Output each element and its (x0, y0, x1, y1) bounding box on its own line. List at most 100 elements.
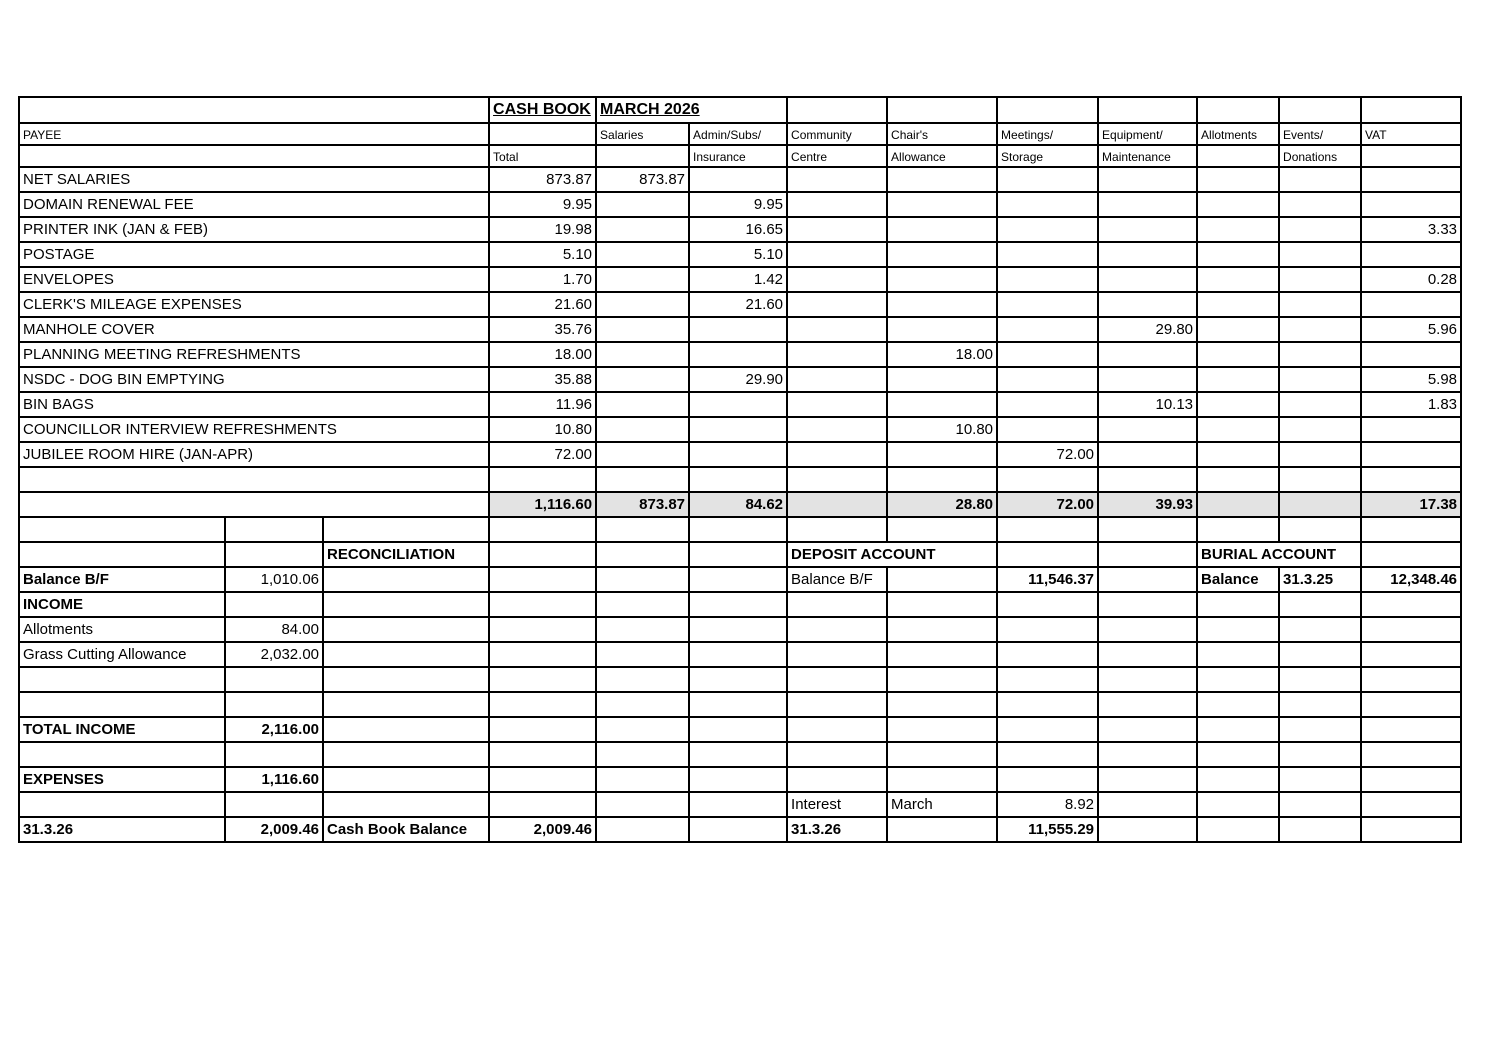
table-row: COUNCILLOR INTERVIEW REFRESHMENTS 10.80 10… (17, 416, 1463, 443)
reconciliation-cell (688, 666, 789, 693)
amount-cell (996, 466, 1100, 493)
amount-cell (786, 441, 889, 468)
reconciliation-cell (1097, 541, 1199, 568)
title-row: CASH BOOK MARCH 2026 (17, 96, 1463, 124)
column-header: Allowance (886, 144, 999, 168)
amount-cell (688, 316, 789, 343)
reconciliation-cell: 2,116.00 (224, 716, 324, 743)
amount-cell (1278, 241, 1363, 268)
amount-cell: 9.95 (488, 191, 598, 218)
reconciliation-cell (1196, 666, 1281, 693)
reconciliation-cell (688, 741, 789, 768)
reconciliation-cell (786, 641, 889, 668)
amount-cell (786, 241, 889, 268)
amount-cell (786, 216, 889, 243)
payee-cell: POSTAGE (17, 241, 491, 268)
amount-cell (1196, 341, 1281, 368)
amount-cell (1360, 291, 1463, 318)
column-header: Insurance (688, 144, 789, 168)
column-header-row: PAYEE Salaries Admin/Subs/Community Chair's… (17, 122, 1463, 146)
amount-cell (996, 241, 1100, 268)
reconciliation-cell: DEPOSIT ACCOUNT (786, 541, 999, 568)
amount-cell (886, 191, 999, 218)
amount-cell (886, 166, 999, 193)
reconciliation-row: TOTAL INCOME 2,116.00 (18, 716, 1463, 743)
reconciliation-cell (786, 766, 889, 793)
total-cell (1196, 491, 1281, 518)
reconciliation-cell (886, 716, 999, 743)
reconciliation-cell: 12,348.46 (1360, 566, 1463, 593)
reconciliation-cell (996, 666, 1100, 693)
reconciliation-cell (18, 516, 226, 543)
table-row: ENVELOPES 1.70 1.42 0.28 (17, 266, 1463, 293)
table-row: NET SALARIES 873.87 873.87 (17, 166, 1463, 193)
reconciliation-cell (595, 791, 691, 818)
cell (1196, 96, 1281, 124)
reconciliation-cell (1097, 616, 1199, 643)
reconciliation-cell (595, 816, 691, 843)
amount-cell: 5.96 (1360, 316, 1463, 343)
column-header: Chair's (886, 122, 999, 146)
reconciliation-cell: Balance (1196, 566, 1281, 593)
reconciliation-cell (1278, 791, 1363, 818)
payee-cell: CLERK'S MILEAGE EXPENSES (17, 291, 491, 318)
column-header (1360, 144, 1463, 168)
amount-cell: 3.33 (1360, 216, 1463, 243)
reconciliation-cell (1360, 666, 1463, 693)
reconciliation-cell (996, 766, 1100, 793)
amount-cell (1196, 166, 1281, 193)
reconciliation-cell (786, 741, 889, 768)
reconciliation-cell (996, 516, 1100, 543)
amount-cell: 72.00 (996, 441, 1100, 468)
column-header: Events/ (1278, 122, 1363, 146)
payee-cell: PLANNING MEETING REFRESHMENTS (17, 341, 491, 368)
amount-cell (1278, 466, 1363, 493)
amount-cell (1278, 291, 1363, 318)
amount-cell: 1.70 (488, 266, 598, 293)
reconciliation-cell (1278, 691, 1363, 718)
reconciliation-cell (1360, 741, 1463, 768)
reconciliation-cell (1196, 616, 1281, 643)
column-header: Allotments (1196, 122, 1281, 146)
reconciliation-cell (1097, 566, 1199, 593)
amount-cell: 21.60 (488, 291, 598, 318)
column-header: Community (786, 122, 889, 146)
reconciliation-cell (786, 516, 889, 543)
amount-cell (786, 416, 889, 443)
amount-cell (786, 316, 889, 343)
reconciliation-cell (886, 816, 999, 843)
amount-cell (595, 391, 691, 418)
reconciliation-cell (595, 591, 691, 618)
reconciliation-cell (688, 641, 789, 668)
reconciliation-cell (321, 666, 491, 693)
reconciliation-cell (1196, 641, 1281, 668)
amount-cell: 9.95 (688, 191, 789, 218)
amount-cell: 5.10 (488, 241, 598, 268)
amount-cell (595, 266, 691, 293)
payee-cell: DOMAIN RENEWAL FEE (17, 191, 491, 218)
amount-cell (886, 441, 999, 468)
amount-cell (1278, 341, 1363, 368)
reconciliation-cell (786, 666, 889, 693)
total-cell (1278, 491, 1363, 518)
reconciliation-cell (1097, 791, 1199, 818)
reconciliation-cell (1278, 616, 1363, 643)
total-cell: 873.87 (595, 491, 691, 518)
column-header: Maintenance (1097, 144, 1199, 168)
cash-book-title: CASH BOOK (488, 96, 598, 124)
amount-cell (996, 366, 1100, 393)
reconciliation-cell (488, 616, 598, 643)
column-header (595, 144, 691, 168)
reconciliation-cell (688, 566, 789, 593)
reconciliation-row: Interest March 8.92 (18, 791, 1463, 818)
amount-cell (595, 216, 691, 243)
amount-cell (1278, 216, 1363, 243)
reconciliation-cell (886, 691, 999, 718)
reconciliation-cell (488, 666, 598, 693)
reconciliation-cell (321, 616, 491, 643)
reconciliation-cell (488, 566, 598, 593)
reconciliation-cell: RECONCILIATION (321, 541, 491, 568)
reconciliation-cell (595, 766, 691, 793)
amount-cell (1097, 216, 1199, 243)
amount-cell: 21.60 (688, 291, 789, 318)
